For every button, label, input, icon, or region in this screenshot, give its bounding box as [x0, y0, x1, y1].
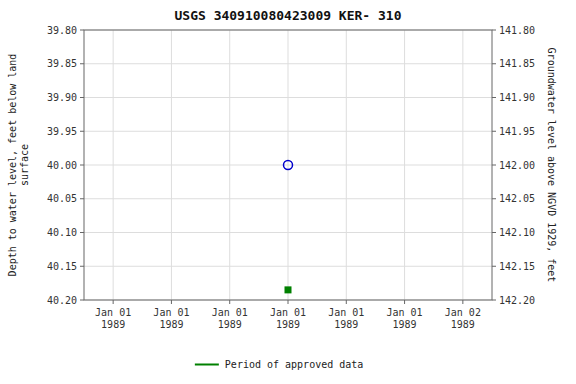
chart: 39.80 39.85 39.90 39.95 40.00 40.05 40.10 40.15…: [0, 0, 576, 384]
tick-label: 141.80: [499, 25, 535, 36]
tick-label: Jan 021989: [445, 307, 481, 330]
tick-mark: [492, 63, 496, 64]
tick-mark: [229, 300, 230, 304]
point: [285, 286, 292, 293]
tick-mark: [492, 232, 496, 233]
tick-mark: [80, 266, 84, 267]
tick-label: 40.00: [47, 160, 77, 171]
tick-mark: [492, 97, 496, 98]
tick-label: 39.95: [47, 126, 77, 137]
legend-swatch: [195, 364, 219, 366]
plot-frame: [84, 30, 492, 300]
tick-label: 40.05: [47, 193, 77, 204]
grid-line: [229, 30, 230, 300]
text-line: 1989: [276, 319, 300, 330]
tick-label: 141.95: [499, 126, 535, 137]
tick-label: 39.85: [47, 58, 77, 69]
text-line: surface: [19, 144, 30, 186]
legend-label: Period of approved data: [225, 359, 363, 370]
tick-label: Jan 011989: [212, 307, 248, 330]
tick-mark: [80, 198, 84, 199]
tick-mark: [288, 300, 289, 304]
text-line: 1989: [451, 319, 475, 330]
tick-label: 39.80: [47, 25, 77, 36]
tick-label: Jan 011989: [153, 307, 189, 330]
marks: [284, 161, 293, 294]
grid-line: [288, 30, 289, 300]
grid-line: [346, 30, 347, 300]
tick-label: 142.05: [499, 193, 535, 204]
text-line: Jan 01: [328, 307, 364, 318]
tick-label: 142.10: [499, 227, 535, 238]
tick-mark: [492, 266, 496, 267]
text-line: Groundwater level above NGVD 1929, feet: [546, 48, 557, 283]
text-line: 1989: [334, 319, 358, 330]
axes: 39.80 39.85 39.90 39.95 40.00 40.05 40.10 40.15…: [47, 25, 535, 331]
text-line: 1989: [101, 319, 125, 330]
tick-label: 40.15: [47, 261, 77, 272]
tick-mark: [80, 63, 84, 64]
tick-mark: [492, 165, 496, 166]
grid-line: [113, 30, 114, 300]
tick-label: Jan 011989: [95, 307, 131, 330]
tick-label: 141.90: [499, 92, 535, 103]
tick-mark: [404, 300, 405, 304]
text-line: Jan 01: [153, 307, 189, 318]
grid-line: [462, 30, 463, 300]
text-line: 1989: [159, 319, 183, 330]
legend: Period of approved data: [195, 359, 363, 370]
title: USGS 340910080423009 KER- 310: [175, 8, 402, 23]
tick-mark: [492, 198, 496, 199]
tick-mark: [462, 300, 463, 304]
point: [284, 161, 293, 170]
tick-mark: [492, 30, 496, 31]
text-line: Jan 01: [387, 307, 423, 318]
tick-mark: [492, 300, 496, 301]
tick-label: 142.00: [499, 160, 535, 171]
tick-mark: [80, 131, 84, 132]
text-line: Jan 01: [212, 307, 248, 318]
tick-mark: [113, 300, 114, 304]
tick-mark: [80, 165, 84, 166]
tick-mark: [80, 232, 84, 233]
text-line: 1989: [393, 319, 417, 330]
tick-mark: [346, 300, 347, 304]
tick-mark: [80, 30, 84, 31]
text-line: Jan 01: [95, 307, 131, 318]
grid-line: [404, 30, 405, 300]
axis-labels: Depth to water level, feet below landsur…: [7, 48, 557, 283]
tick-mark: [492, 131, 496, 132]
tick-label: Jan 011989: [328, 307, 364, 330]
text-line: Jan 02: [445, 307, 481, 318]
tick-mark: [80, 97, 84, 98]
tick-label: 142.20: [499, 295, 535, 306]
tick-label: 40.20: [47, 295, 77, 306]
tick-label: Jan 011989: [270, 307, 306, 330]
tick-label: Jan 011989: [387, 307, 423, 330]
text-line: Depth to water level, feet below land: [7, 54, 18, 277]
y2-axis-label: Groundwater level above NGVD 1929, feet: [546, 48, 557, 283]
text-line: 1989: [218, 319, 242, 330]
y-axis-label: Depth to water level, feet below landsur…: [7, 54, 30, 277]
tick-mark: [80, 300, 84, 301]
tick-label: 142.15: [499, 261, 535, 272]
grid: [84, 30, 492, 300]
text-line: Jan 01: [270, 307, 306, 318]
grid-line: [171, 30, 172, 300]
tick-label: 40.10: [47, 227, 77, 238]
tick-label: 39.90: [47, 92, 77, 103]
tick-mark: [171, 300, 172, 304]
tick-label: 141.85: [499, 58, 535, 69]
